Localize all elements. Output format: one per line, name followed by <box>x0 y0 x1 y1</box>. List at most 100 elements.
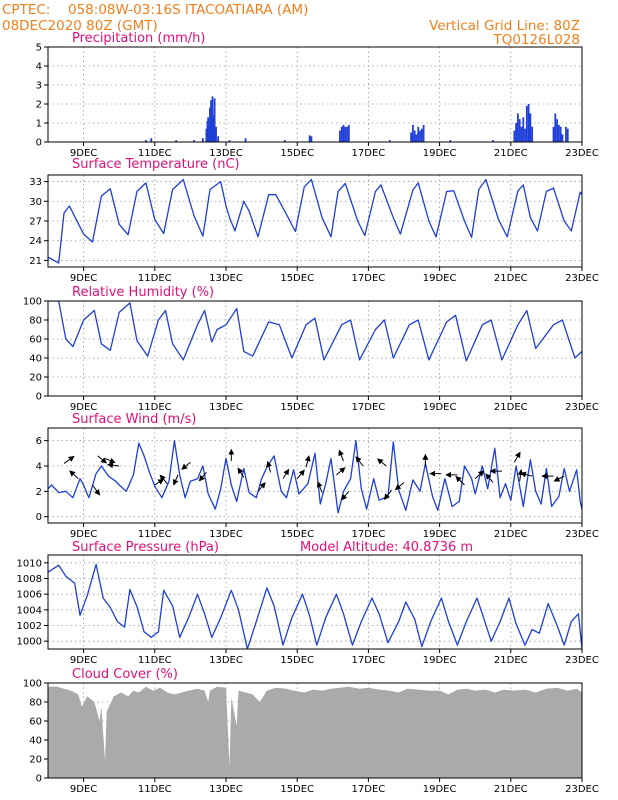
precip-bar-55 <box>561 134 564 142</box>
ytick-label-precip-3: 3 <box>36 81 42 92</box>
xtick-label-cloud-5: 19DEC <box>423 784 457 795</box>
ytick-label-precip-4: 4 <box>36 62 42 73</box>
precip-bar-42 <box>518 119 521 142</box>
xtick-label-pressure-4: 17DEC <box>352 655 386 666</box>
precip-bar-24 <box>342 124 345 142</box>
wind-arrow-24 <box>383 489 392 500</box>
precip-bar-53 <box>557 124 560 142</box>
precip-bar-3 <box>193 140 195 142</box>
precip-bar-51 <box>554 113 557 142</box>
wind-arrow-34 <box>517 469 524 482</box>
precip-bar-22 <box>339 130 341 142</box>
wind-arrow-1 <box>69 470 79 480</box>
xtick-label-temp-6: 21DEC <box>494 273 528 284</box>
ytick-label-pressure-3: 1006 <box>17 590 42 601</box>
panels: 0 1 2 3 4 5 9DEC 11DEC 13DEC 15DEC 17DEC 19DEC 21DEC… <box>17 31 599 795</box>
ytick-label-rh-4: 80 <box>29 316 42 327</box>
xtick-label-rh-2: 13DEC <box>209 402 243 413</box>
xtick-label-pressure-1: 11DEC <box>138 655 172 666</box>
xtick-label-rh-7: 23DEC <box>565 402 599 413</box>
wind-arrow-14 <box>266 460 272 473</box>
ytick-label-pressure-0: 1000 <box>17 637 42 648</box>
xtick-label-pressure-2: 13DEC <box>209 655 243 666</box>
xtick-label-wind-7: 23DEC <box>565 529 599 540</box>
ytick-label-cloud-0: 0 <box>36 774 42 785</box>
frame-wind <box>47 427 583 524</box>
precip-bar-52 <box>556 119 558 142</box>
precip-bar-0 <box>145 140 147 142</box>
xtick-label-wind-5: 19DEC <box>423 529 457 540</box>
precip-bar-23 <box>340 126 343 142</box>
ytick-label-precip-5: 5 <box>36 43 42 54</box>
title-rh: Relative Humidity (%) <box>72 285 214 300</box>
xtick-label-precip-0: 9DEC <box>70 148 97 159</box>
wind-arrow-7 <box>159 474 168 485</box>
frame-rh <box>47 300 583 397</box>
wind-arrow-35 <box>520 471 533 478</box>
wind-arrow-15 <box>282 468 290 479</box>
precip-bar-48 <box>529 113 532 142</box>
xtick-label-wind-0: 9DEC <box>70 529 97 540</box>
precip-bar-27 <box>347 124 350 142</box>
precip-bar-28 <box>388 140 391 142</box>
precip-bar-47 <box>527 104 530 142</box>
xtick-label-precip-7: 23DEC <box>565 148 599 159</box>
xtick-label-precip-5: 19DEC <box>423 148 457 159</box>
precip-bar-44 <box>522 117 525 142</box>
wind-arrow-18 <box>316 481 323 493</box>
ytick-label-rh-5: 100 <box>23 297 42 308</box>
xtick-label-cloud-2: 13DEC <box>209 784 243 795</box>
wind-arrow-17 <box>304 455 311 468</box>
precip-bar-46 <box>525 105 528 142</box>
ytick-label-temp-3: 30 <box>29 197 42 208</box>
ytick-label-temp-4: 33 <box>29 177 42 188</box>
xtick-label-cloud-4: 17DEC <box>352 784 386 795</box>
xtick-label-temp-7: 23DEC <box>565 273 599 284</box>
xtick-label-cloud-1: 11DEC <box>138 784 172 795</box>
wind-arrow-8 <box>172 474 179 486</box>
panel-pressure: 1000 1002 1004 1006 1008 1010 9DEC 11DEC 13DEC 15… <box>17 540 599 666</box>
precip-bar-21 <box>310 136 313 142</box>
ytick-label-precip-0: 0 <box>36 138 42 149</box>
xtick-label-cloud-6: 21DEC <box>494 784 528 795</box>
wind-line <box>48 440 582 514</box>
precip-bar-33 <box>417 126 420 142</box>
xtick-label-rh-6: 21DEC <box>494 402 528 413</box>
precip-bar-35 <box>420 128 423 142</box>
frame-precip <box>47 46 583 143</box>
wind-arrow-3 <box>97 455 107 464</box>
wind-arrow-21 <box>341 491 350 501</box>
panel-rh: 0 20 40 60 80 100 9DEC 11DEC 13DEC 15DEC 17DEC 19DE… <box>23 285 599 413</box>
ytick-label-rh-0: 0 <box>36 392 42 403</box>
wind-arrow-37 <box>553 475 565 482</box>
precip-bar-29 <box>410 132 413 142</box>
ytick-label-rh-3: 60 <box>29 335 42 346</box>
xtick-label-temp-3: 15DEC <box>280 273 314 284</box>
ytick-label-rh-2: 40 <box>29 354 42 365</box>
precip-bar-26 <box>346 126 348 142</box>
xtick-label-pressure-3: 15DEC <box>280 655 314 666</box>
ytick-label-precip-2: 2 <box>36 100 42 111</box>
precip-bar-37 <box>449 140 452 142</box>
precip-bar-39 <box>513 130 516 142</box>
precip-bar-36 <box>422 124 425 142</box>
precip-bar-38 <box>492 140 494 142</box>
wind-arrow-0 <box>63 455 75 464</box>
header-cptec: CPTEC: <box>2 2 50 18</box>
ytick-label-cloud-5: 100 <box>23 679 42 690</box>
cloud-area <box>48 686 582 778</box>
header-location: 058:08W-03:16S ITACOATIARA (AM) <box>68 2 308 18</box>
xtick-label-temp-2: 13DEC <box>209 273 243 284</box>
xtick-label-rh-0: 9DEC <box>70 402 97 413</box>
xtick-label-cloud-3: 15DEC <box>280 784 314 795</box>
header-run-code: TQ0126L028 <box>492 32 580 48</box>
precip-bar-43 <box>520 126 523 142</box>
precip-bar-56 <box>565 126 567 142</box>
wind-arrow-4 <box>104 457 116 464</box>
precip-bar-1 <box>150 138 153 142</box>
precip-bar-19 <box>283 140 286 142</box>
header-grid-note: Vertical Grid Line: 80Z <box>429 18 580 34</box>
xtick-label-precip-1: 11DEC <box>138 148 172 159</box>
ytick-label-cloud-2: 40 <box>29 736 42 747</box>
